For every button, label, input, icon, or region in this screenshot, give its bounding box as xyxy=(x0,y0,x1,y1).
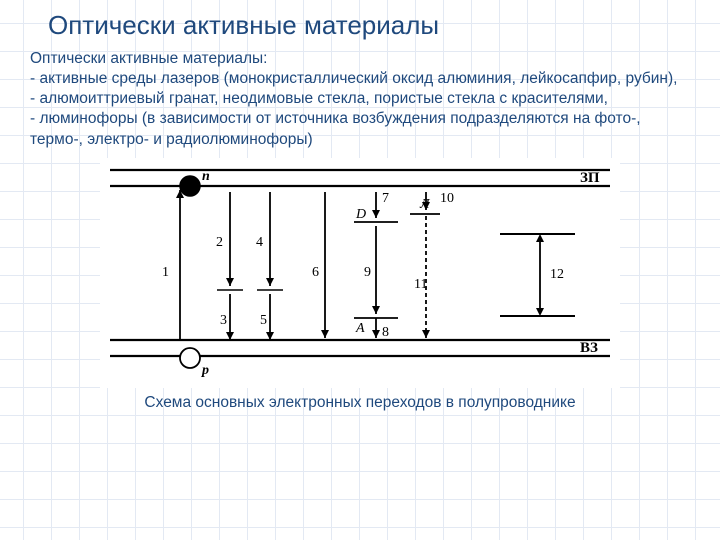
svg-text:D: D xyxy=(355,207,366,222)
svg-text:A: A xyxy=(355,321,365,336)
svg-text:5: 5 xyxy=(260,313,267,328)
energy-band-diagram: ЗПВЗDAЛ124356789101112np xyxy=(100,158,620,388)
svg-text:4: 4 xyxy=(256,235,263,250)
svg-text:12: 12 xyxy=(550,267,564,282)
slide-content: Оптически активные материалы Оптически а… xyxy=(0,0,720,412)
svg-text:ЗП: ЗП xyxy=(580,170,600,186)
svg-text:1: 1 xyxy=(162,265,169,280)
body-line-2: - активные среды лазеров (монокристаллич… xyxy=(30,69,690,89)
body-line-3: - алюмоиттриевый гранат, неодимовые стек… xyxy=(30,89,690,109)
svg-text:6: 6 xyxy=(312,265,319,280)
body-line-4: - люминофоры (в зависимости от источника… xyxy=(30,109,690,149)
svg-text:11: 11 xyxy=(414,277,427,292)
svg-text:n: n xyxy=(202,169,210,184)
svg-text:3: 3 xyxy=(220,313,227,328)
svg-text:2: 2 xyxy=(216,235,223,250)
body-line-1: Оптически активные материалы: xyxy=(30,49,690,69)
svg-text:9: 9 xyxy=(364,265,371,280)
body-text: Оптически активные материалы: - активные… xyxy=(30,49,690,150)
diagram-caption: Схема основных электронных переходов в п… xyxy=(30,394,690,412)
svg-text:ВЗ: ВЗ xyxy=(580,340,598,356)
svg-text:10: 10 xyxy=(440,191,454,206)
svg-text:p: p xyxy=(201,363,209,378)
svg-text:8: 8 xyxy=(382,325,389,340)
page-title: Оптически активные материалы xyxy=(48,10,690,41)
svg-text:7: 7 xyxy=(382,191,389,206)
diagram-container: ЗПВЗDAЛ124356789101112np xyxy=(30,158,690,388)
